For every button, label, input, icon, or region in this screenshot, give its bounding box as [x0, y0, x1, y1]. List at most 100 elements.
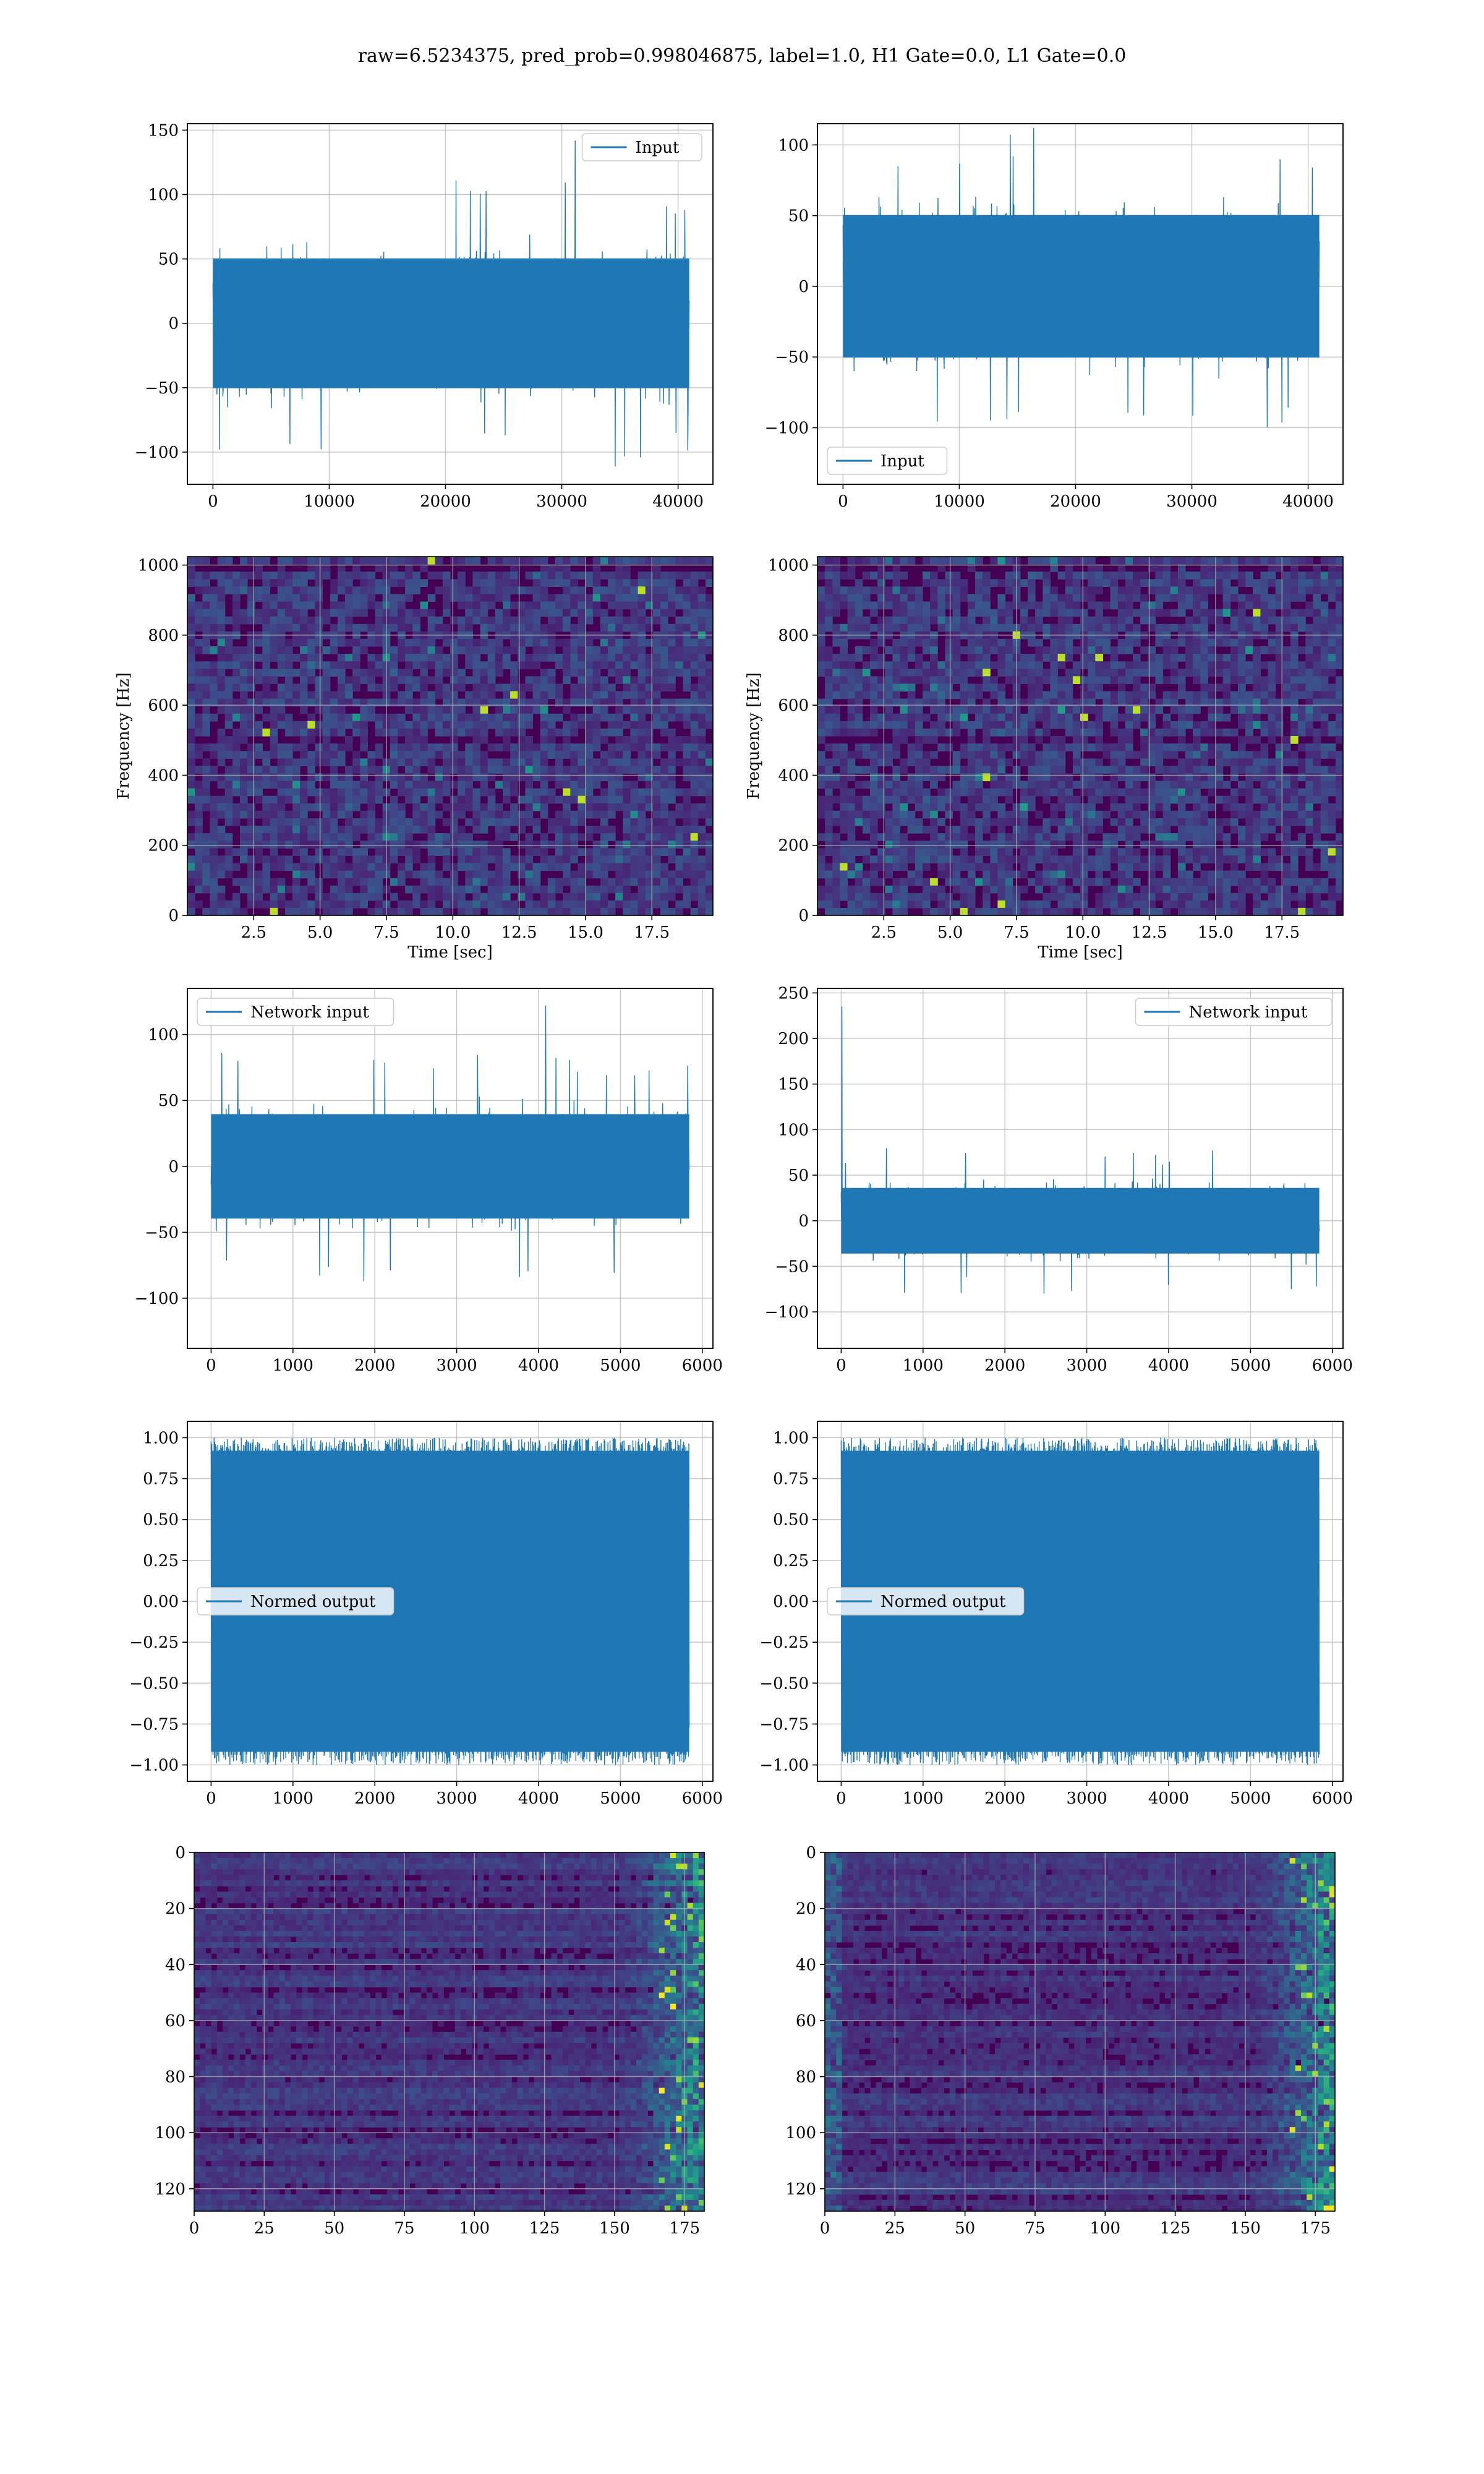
heatmap-cell — [945, 795, 953, 804]
heatmap-cell — [705, 601, 714, 610]
heatmap-cell — [592, 571, 601, 580]
heatmap-cell — [1110, 758, 1119, 766]
heatmap-cell — [487, 773, 496, 782]
heatmap-cell — [202, 773, 210, 782]
heatmap-cell — [1020, 818, 1028, 826]
heatmap-cell — [975, 638, 983, 647]
heatmap-cell — [825, 758, 833, 766]
heatmap-cell — [683, 557, 691, 565]
heatmap-cell — [1005, 721, 1013, 729]
heatmap-cell — [660, 683, 668, 692]
heatmap-cell — [705, 766, 714, 774]
heatmap-cell — [870, 721, 878, 729]
heatmap-cell — [240, 855, 248, 863]
heatmap-cell — [1028, 669, 1036, 677]
heatmap-cell — [630, 728, 639, 737]
heatmap-cell — [1072, 810, 1081, 819]
heatmap-cell — [405, 773, 413, 782]
heatmap-cell — [232, 601, 241, 610]
heatmap-cell — [1298, 586, 1306, 594]
heatmap-cell — [705, 841, 714, 849]
heatmap-cell — [1245, 646, 1253, 654]
heatmap-cell — [1335, 609, 1344, 617]
heatmap-cell — [195, 855, 203, 863]
heatmap-cell — [427, 721, 436, 729]
heatmap-cell — [1208, 803, 1216, 811]
heatmap-cell — [990, 781, 998, 789]
heatmap-cell — [885, 751, 893, 759]
legend-box — [581, 133, 702, 161]
heatmap-cell — [1290, 781, 1298, 789]
heatmap-cell — [690, 623, 699, 632]
heatmap-cell — [315, 601, 323, 610]
heatmap-cell — [1185, 654, 1193, 662]
heatmap-cell — [1140, 661, 1148, 669]
heatmap-cell — [997, 661, 1006, 669]
heatmap-cell — [652, 781, 661, 789]
heatmap-cell — [1208, 728, 1216, 737]
y-axis-label: Frequency [Hz] — [114, 672, 133, 800]
heatmap-cell — [187, 571, 195, 580]
heatmap-cell — [615, 616, 623, 625]
heatmap-cell — [668, 609, 676, 617]
heatmap-cell — [232, 907, 241, 916]
heatmap-cell — [1238, 676, 1246, 684]
heatmap-cell — [1095, 781, 1103, 789]
heatmap-cell — [1177, 766, 1186, 774]
heatmap-cell — [967, 795, 976, 804]
heatmap-cell — [480, 646, 488, 654]
heatmap-cell — [1320, 721, 1329, 729]
heatmap-cell — [585, 683, 594, 692]
heatmap-cell — [1260, 766, 1269, 774]
heatmap-cell — [450, 638, 458, 647]
heatmap-cell — [817, 728, 825, 737]
heatmap-cell — [578, 698, 586, 707]
heatmap-cell — [668, 751, 676, 759]
heatmap-cell — [690, 646, 699, 654]
heatmap-cell — [623, 826, 631, 834]
heatmap-cell — [472, 736, 481, 744]
heatmap-cell — [952, 676, 961, 684]
heatmap-cell — [1290, 609, 1298, 617]
heatmap-cell — [315, 683, 323, 692]
heatmap-cell — [330, 758, 338, 766]
heatmap-cell — [578, 638, 586, 647]
heatmap-cell — [1238, 706, 1246, 714]
heatmap-cell — [442, 654, 451, 662]
heatmap-cell — [1320, 616, 1329, 625]
heatmap-cell — [1072, 743, 1081, 751]
heatmap-cell — [555, 810, 563, 819]
heatmap-cell — [480, 878, 488, 886]
heatmap-cell — [1253, 691, 1261, 700]
heatmap-cell — [960, 669, 968, 677]
heatmap-cell — [390, 654, 398, 662]
heatmap-cell — [315, 586, 323, 594]
heatmap-cell — [503, 654, 511, 662]
heatmap-cell — [1230, 564, 1239, 572]
heatmap-cell — [1282, 646, 1291, 654]
heatmap-cell — [187, 773, 195, 782]
heatmap-cell — [870, 601, 878, 610]
panel-input-left: 0 10000 20000 30000 40000−100−50050100150Inp… — [135, 121, 714, 511]
heatmap-cell — [360, 706, 368, 714]
heatmap-cell — [540, 601, 548, 610]
heatmap-cell — [683, 706, 691, 714]
heatmap-cell — [885, 691, 893, 700]
heatmap-cell — [1177, 795, 1186, 804]
heatmap-cell — [315, 743, 323, 751]
heatmap-cell — [352, 557, 360, 565]
heatmap-cell — [930, 661, 938, 669]
heatmap-cell — [1170, 654, 1179, 662]
heatmap-cell — [240, 728, 248, 737]
heatmap-cell — [337, 601, 346, 610]
heatmap-cell — [547, 623, 556, 632]
heatmap-cell — [705, 609, 714, 617]
heatmap-cell — [983, 594, 991, 602]
heatmap-cell — [495, 646, 503, 654]
heatmap-cell — [405, 676, 413, 684]
heatmap-cell — [420, 601, 429, 610]
heatmap-cell — [960, 623, 968, 632]
heatmap-cell — [292, 691, 301, 700]
heatmap-cell — [578, 646, 586, 654]
heatmap-cell — [683, 826, 691, 834]
